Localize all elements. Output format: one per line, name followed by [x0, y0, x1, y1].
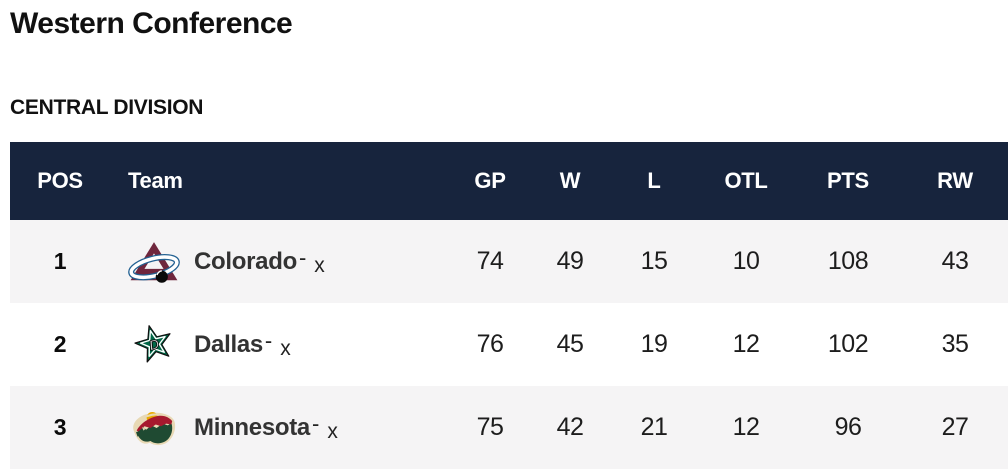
w-cell: 45: [556, 330, 584, 358]
page-title: Western Conference: [10, 7, 293, 40]
rank-cell: 1: [53, 248, 67, 274]
team-name[interactable]: Minnesota: [194, 413, 310, 441]
minnesota-wild-logo[interactable]: [128, 406, 180, 450]
team-name[interactable]: Colorado: [194, 247, 297, 275]
clinch-indicator: -x: [264, 328, 291, 360]
column-header-pts[interactable]: PTS: [827, 168, 869, 193]
table-header-row: POS Team GP W L OTL PTS RW: [10, 142, 1008, 220]
column-header-w[interactable]: W: [559, 168, 581, 193]
standings-table: POS Team GP W L OTL PTS RW 1: [10, 142, 1008, 469]
gp-cell: 76: [476, 330, 504, 358]
column-header-pos[interactable]: POS: [37, 168, 83, 193]
column-header-gp[interactable]: GP: [474, 168, 506, 193]
table-row: 1 Colorado -x 74 49 15 10: [10, 220, 1008, 303]
pts-cell: 108: [827, 247, 869, 275]
rank-cell: 3: [53, 414, 67, 440]
clinch-indicator: -x: [298, 245, 325, 277]
column-header-l[interactable]: L: [647, 168, 661, 193]
rank-cell: 2: [53, 331, 67, 357]
table-row: 2 D Dallas -x 76 45 19 12 102: [10, 303, 1008, 386]
otl-cell: 10: [732, 247, 760, 275]
pts-cell: 102: [827, 330, 869, 358]
l-cell: 19: [640, 330, 668, 358]
division-title: CENTRAL DIVISION: [10, 96, 204, 119]
team-name[interactable]: Dallas: [194, 330, 263, 358]
rw-cell: 35: [941, 330, 969, 358]
dallas-stars-logo[interactable]: D: [128, 323, 180, 367]
column-header-rw[interactable]: RW: [937, 168, 973, 193]
otl-cell: 12: [732, 330, 760, 358]
l-cell: 21: [640, 413, 668, 441]
column-header-otl[interactable]: OTL: [724, 168, 768, 193]
gp-cell: 74: [476, 247, 504, 275]
clinch-indicator: -x: [311, 411, 338, 443]
w-cell: 49: [556, 247, 584, 275]
svg-text:D: D: [147, 335, 161, 353]
team-cell[interactable]: D Dallas -x: [110, 323, 450, 367]
w-cell: 42: [556, 413, 584, 441]
team-cell[interactable]: Colorado -x: [110, 240, 450, 284]
colorado-avalanche-logo[interactable]: [128, 240, 180, 284]
table-row: 3 Minnesota -x 75 42: [10, 386, 1008, 469]
rw-cell: 43: [941, 247, 969, 275]
l-cell: 15: [640, 247, 668, 275]
column-header-team[interactable]: Team: [128, 168, 183, 193]
pts-cell: 96: [834, 413, 862, 441]
team-cell[interactable]: Minnesota -x: [110, 406, 450, 450]
otl-cell: 12: [732, 413, 760, 441]
rw-cell: 27: [941, 413, 969, 441]
gp-cell: 75: [476, 413, 504, 441]
